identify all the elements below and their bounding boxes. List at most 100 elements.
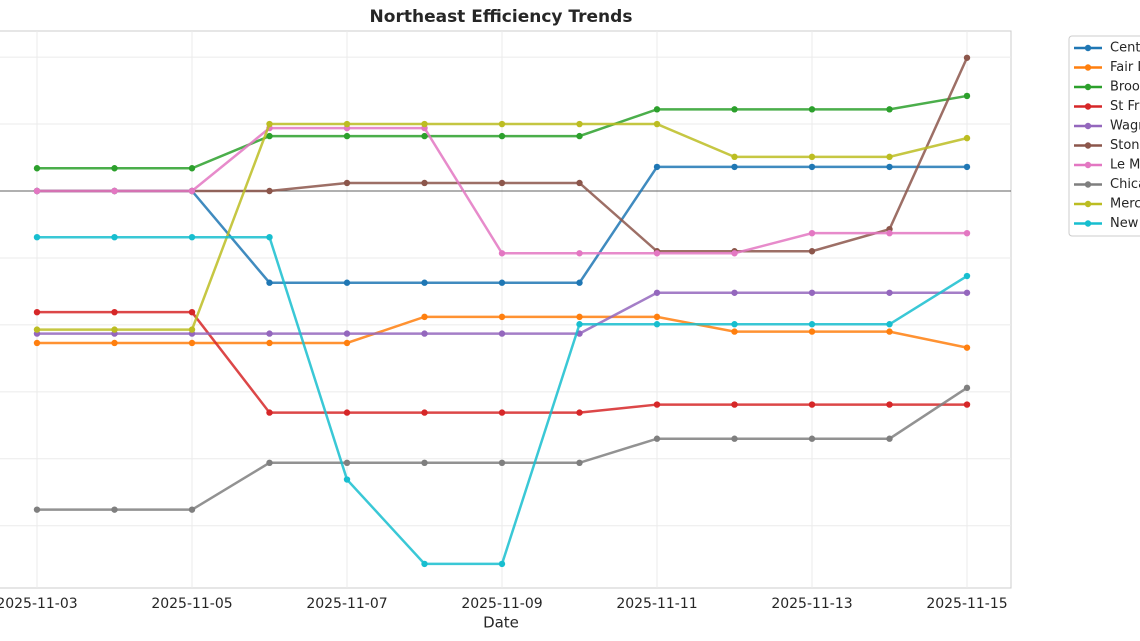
data-point bbox=[963, 134, 971, 142]
legend-marker bbox=[1084, 181, 1092, 188]
data-point bbox=[576, 321, 583, 328]
legend-marker bbox=[1084, 64, 1092, 71]
data-point bbox=[886, 321, 893, 328]
legend-marker bbox=[1084, 103, 1092, 110]
legend-label: Cent bbox=[1110, 41, 1140, 56]
data-point bbox=[808, 153, 816, 161]
x-tick-label: 2025-11-09 bbox=[461, 596, 542, 612]
data-point bbox=[886, 229, 893, 237]
x-tick-label: 2025-11-11 bbox=[616, 596, 697, 612]
data-point bbox=[421, 560, 428, 568]
data-point bbox=[498, 560, 506, 568]
data-point bbox=[963, 344, 971, 351]
data-point bbox=[808, 328, 816, 335]
legend-marker bbox=[1084, 220, 1092, 227]
data-point bbox=[576, 459, 583, 467]
data-point bbox=[653, 163, 661, 171]
data-point bbox=[33, 506, 41, 513]
data-point bbox=[343, 179, 351, 187]
data-point bbox=[576, 279, 583, 286]
data-point bbox=[731, 401, 738, 408]
data-point bbox=[808, 321, 816, 328]
legend-label: St Fr bbox=[1110, 99, 1140, 114]
legend-marker bbox=[1084, 161, 1092, 169]
data-point bbox=[111, 506, 118, 513]
data-point bbox=[498, 132, 506, 140]
data-point bbox=[188, 339, 196, 347]
x-tick-label: 2025-11-05 bbox=[151, 596, 232, 612]
legend-marker bbox=[1084, 200, 1092, 208]
data-point bbox=[266, 187, 273, 195]
data-point bbox=[266, 233, 273, 241]
legend-marker bbox=[1084, 142, 1092, 149]
data-point bbox=[731, 153, 738, 161]
data-point bbox=[421, 313, 428, 321]
data-point bbox=[266, 330, 273, 337]
data-point bbox=[421, 120, 428, 128]
data-point bbox=[886, 106, 893, 113]
data-point bbox=[188, 187, 196, 195]
data-point bbox=[731, 289, 738, 296]
data-point bbox=[808, 229, 816, 237]
x-tick-label: 2025-11-13 bbox=[771, 596, 852, 612]
data-point bbox=[188, 506, 196, 513]
legend-label: Broo bbox=[1110, 80, 1140, 95]
data-point bbox=[343, 279, 351, 286]
data-point bbox=[498, 179, 506, 187]
data-point bbox=[498, 459, 506, 467]
data-point bbox=[808, 435, 816, 442]
data-point bbox=[343, 459, 351, 467]
data-point bbox=[343, 476, 351, 483]
data-point bbox=[653, 401, 661, 408]
data-point bbox=[421, 279, 428, 286]
data-point bbox=[576, 132, 583, 140]
legend-label: Merc bbox=[1110, 197, 1140, 212]
data-point bbox=[421, 409, 428, 416]
legend-label: New bbox=[1110, 216, 1139, 231]
x-axis-label: Date bbox=[483, 614, 519, 632]
data-point bbox=[653, 289, 661, 296]
data-point bbox=[188, 326, 196, 333]
data-point bbox=[653, 106, 661, 113]
data-point bbox=[498, 120, 506, 128]
data-point bbox=[576, 250, 583, 257]
legend-label: Ston bbox=[1110, 138, 1140, 153]
data-point bbox=[188, 308, 196, 316]
data-point bbox=[498, 279, 506, 286]
data-point bbox=[808, 248, 816, 255]
data-point bbox=[963, 92, 971, 100]
data-point bbox=[731, 163, 738, 171]
data-point bbox=[498, 330, 506, 337]
data-point bbox=[343, 120, 351, 128]
data-point bbox=[963, 384, 971, 392]
chart-title: Northeast Efficiency Trends bbox=[370, 7, 633, 27]
data-point bbox=[576, 179, 583, 187]
data-point bbox=[886, 328, 893, 335]
legend-label: Fair I bbox=[1110, 60, 1140, 75]
legend-label: Chica bbox=[1110, 177, 1140, 192]
data-point bbox=[266, 279, 273, 286]
data-point bbox=[266, 339, 273, 347]
data-point bbox=[963, 163, 971, 171]
legend-marker bbox=[1084, 122, 1092, 130]
data-point bbox=[421, 330, 428, 337]
data-point bbox=[343, 409, 351, 416]
data-point bbox=[266, 132, 273, 140]
data-point bbox=[731, 250, 738, 257]
data-point bbox=[963, 401, 971, 408]
data-point bbox=[576, 313, 583, 321]
data-point bbox=[653, 250, 661, 257]
data-point bbox=[343, 330, 351, 337]
data-point bbox=[421, 459, 428, 467]
data-point bbox=[886, 289, 893, 296]
data-point bbox=[886, 401, 893, 408]
data-point bbox=[653, 120, 661, 128]
data-point bbox=[886, 153, 893, 161]
data-point bbox=[653, 313, 661, 321]
x-tick-label: 2025-11-07 bbox=[306, 596, 387, 612]
legend-marker bbox=[1084, 83, 1092, 91]
data-point bbox=[731, 321, 738, 328]
data-point bbox=[111, 308, 118, 316]
data-point bbox=[111, 326, 118, 333]
